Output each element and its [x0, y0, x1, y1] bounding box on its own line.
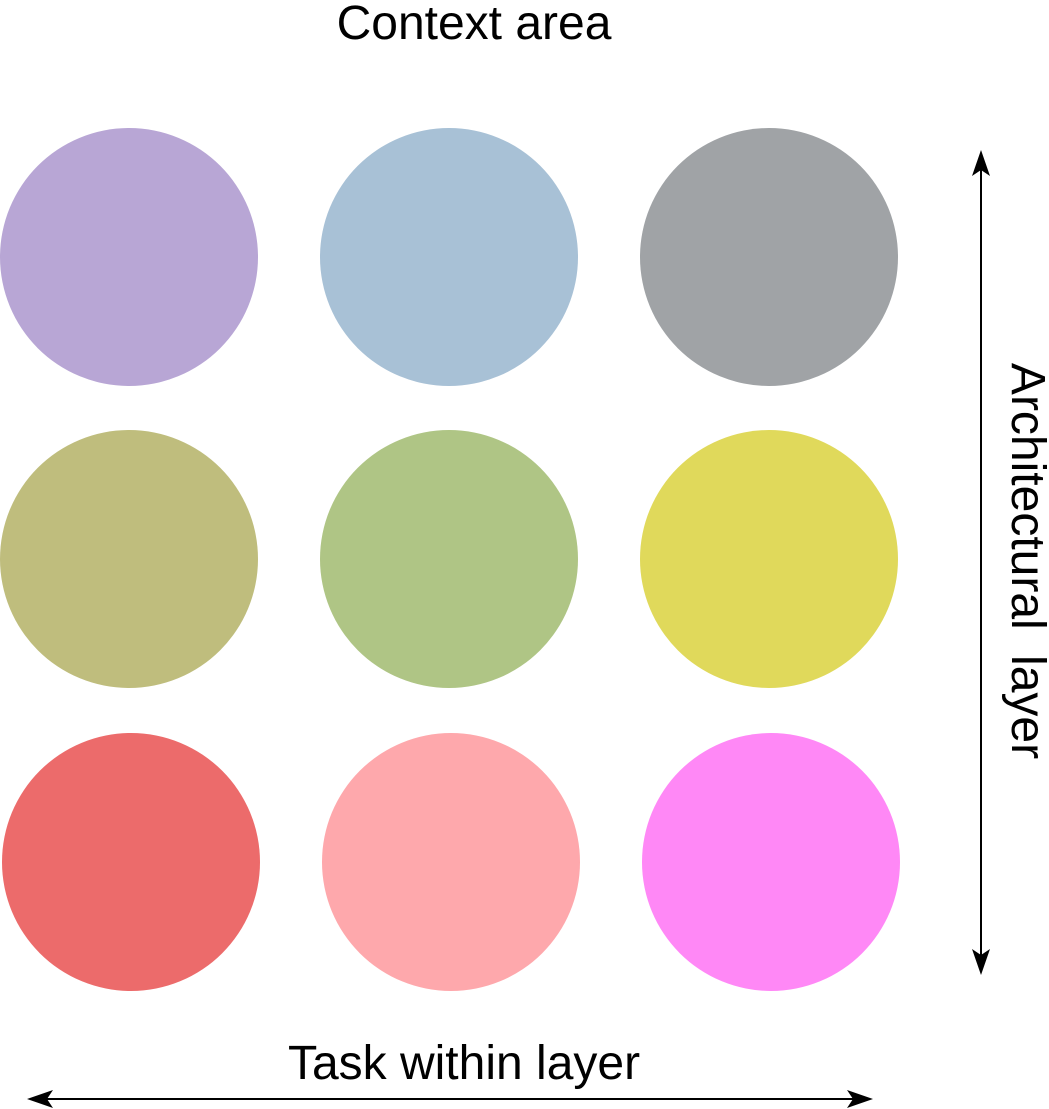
- task-within-layer-label: Task within layer: [287, 1037, 641, 1090]
- circle-r2-c1: [0, 430, 258, 688]
- circle-r1-c2: [320, 128, 578, 386]
- context-area-label: Context area: [336, 0, 612, 50]
- arrowhead-right-icon: [847, 1090, 873, 1108]
- circle-r3-c2: [322, 733, 580, 991]
- circle-r3-c1: [2, 733, 260, 991]
- vertical-double-arrow: [972, 150, 990, 975]
- arrowhead-down-icon: [972, 949, 990, 975]
- circle-r2-c2: [320, 430, 578, 688]
- architectural-layer-label: Architectural layer: [1001, 362, 1049, 760]
- horizontal-double-arrow: [27, 1090, 873, 1108]
- circle-r2-c3: [640, 430, 898, 688]
- circle-r1-c1: [0, 128, 258, 386]
- circle-r3-c3: [642, 733, 900, 991]
- circle-r1-c3: [640, 128, 898, 386]
- arrowhead-up-icon: [972, 150, 990, 176]
- arrowhead-left-icon: [27, 1090, 53, 1108]
